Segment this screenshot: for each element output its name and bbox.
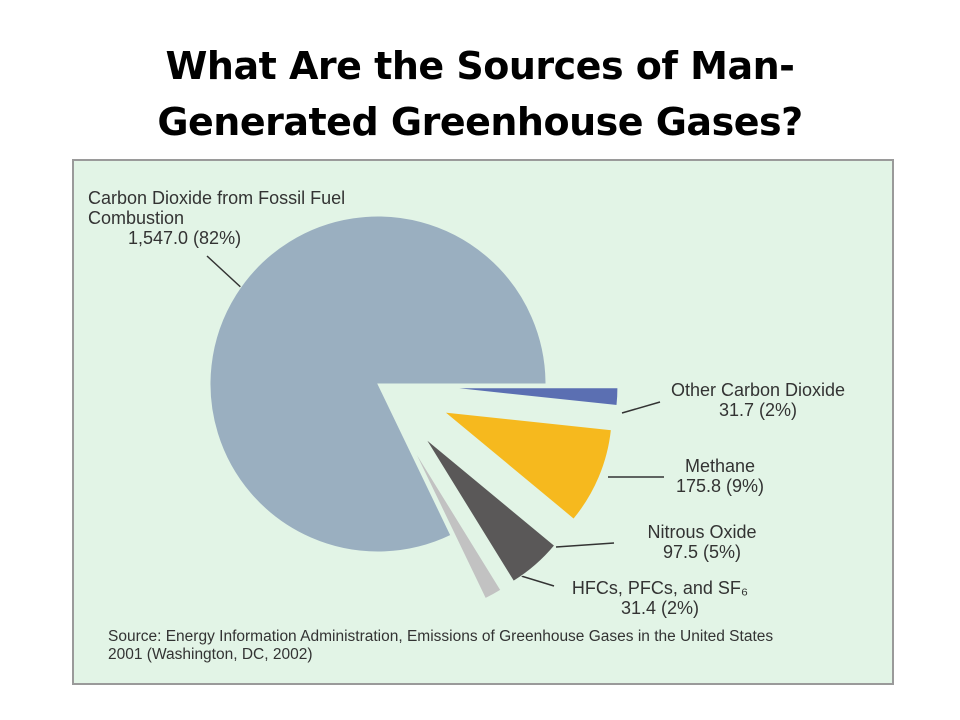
source-note: Source: Energy Information Administratio… <box>108 628 774 663</box>
leader-line <box>621 401 661 414</box>
value-label: 175.8 (9%) <box>675 476 765 496</box>
category-label: HFCs, PFCs, and SF₆ <box>571 578 749 598</box>
category-label: Carbon Dioxide from Fossil Fuel Combusti… <box>88 188 346 228</box>
slide-title: What Are the Sources of Man-Generated Gr… <box>157 44 803 144</box>
pie-slice <box>209 215 547 553</box>
leader-line <box>206 255 247 293</box>
value-label: 1,547.0 (82%) <box>128 228 242 248</box>
value-label: 97.5 (5%) <box>662 542 742 562</box>
category-label: Nitrous Oxide <box>647 522 757 542</box>
pie-slice <box>412 446 502 600</box>
pie-slice <box>449 387 619 407</box>
value-label: 31.7 (2%) <box>718 400 798 420</box>
value-label: 31.4 (2%) <box>620 598 700 618</box>
leader-line <box>555 542 615 548</box>
pie-slice <box>442 411 612 520</box>
pie-slice <box>424 437 556 582</box>
category-label: Methane <box>684 456 756 476</box>
category-label: Other Carbon Dioxide <box>670 380 846 400</box>
